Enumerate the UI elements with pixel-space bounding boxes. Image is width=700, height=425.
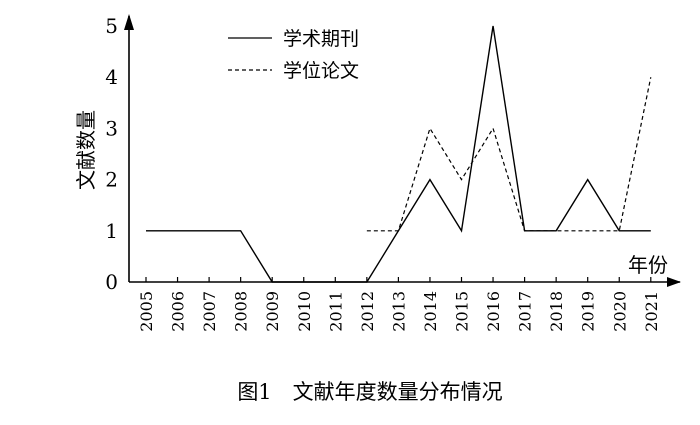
x-tick-label: 2006 [169,291,188,332]
x-tick-label: 2005 [137,291,156,332]
x-tick-label: 2015 [453,291,472,332]
y-tick-label: 2 [105,168,118,192]
y-axis-arrowhead [124,14,134,30]
y-ticks: 0 1 2 3 4 5 [105,14,118,294]
x-tick-label: 2021 [642,291,661,332]
x-tick-label: 2018 [547,291,566,332]
y-axis-label: 文献数量 [74,110,98,190]
x-tick-label: 2008 [232,291,251,332]
legend-label-academic-journals: 学术期刊 [283,28,359,50]
x-tick-label: 2007 [200,291,219,332]
x-axis-arrowhead [667,277,681,287]
y-tick-label: 1 [105,219,118,243]
y-tick-label: 4 [105,65,118,89]
x-tick-label: 2020 [610,291,629,332]
series-layer [146,26,651,282]
x-tick-label: 2017 [516,291,535,332]
y-tick-label: 0 [105,270,118,294]
legend-label-dissertations: 学位论文 [283,60,359,82]
x-tick-label: 2013 [389,291,408,332]
x-tick-label: 2009 [263,291,282,332]
x-tick-label: 2014 [421,291,440,332]
x-tick-label: 2011 [326,291,345,332]
legend: 学术期刊 学位论文 [228,28,359,82]
y-tick-label: 5 [105,14,118,38]
series-line-0 [146,26,651,282]
x-tick-label: 2019 [579,291,598,332]
x-axis-label: 年份 [628,253,668,277]
x-ticks: 2005 2006 2007 2008 2009 2010 2011 2012 2013 2014… [137,277,661,332]
x-tick-label: 2010 [295,291,314,332]
x-tick-label: 2016 [484,291,503,332]
series-line-1 [367,77,651,231]
axes [124,14,681,287]
figure-caption: 图1 文献年度数量分布情况 [237,380,502,404]
x-tick-label: 2012 [358,291,377,332]
y-tick-label: 3 [105,116,118,140]
